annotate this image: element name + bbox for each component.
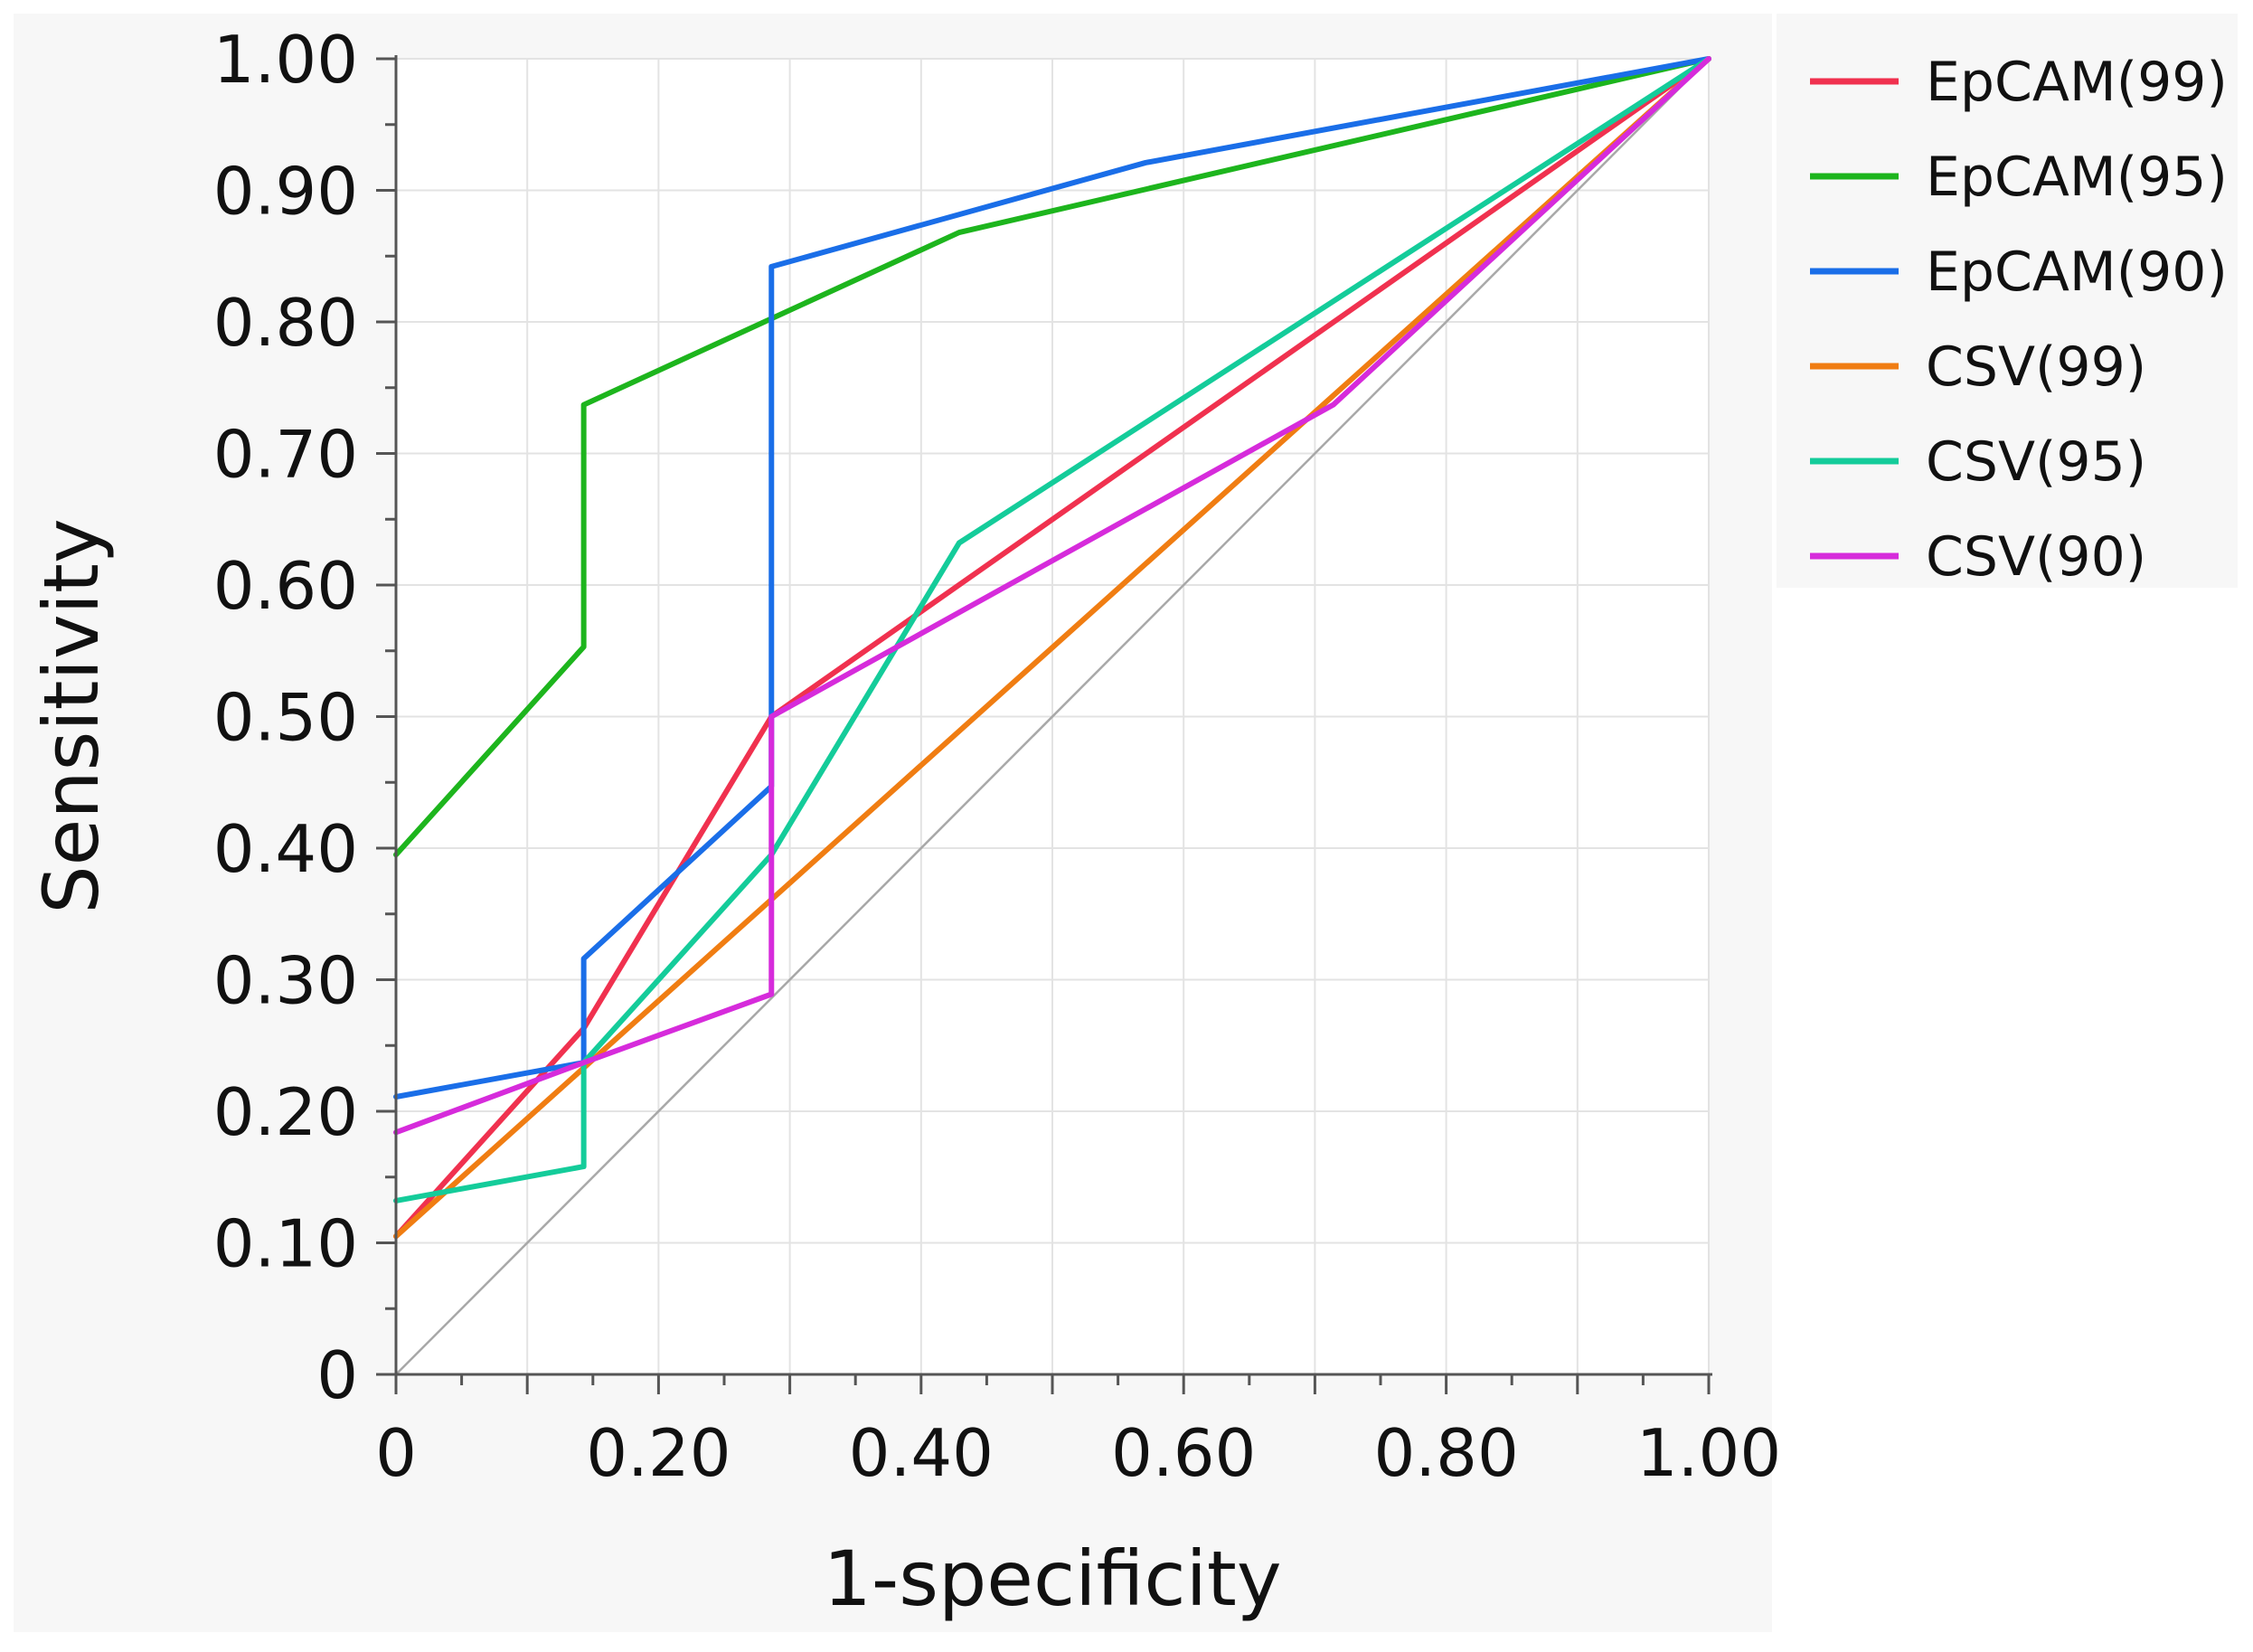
legend-label: CSV(99) xyxy=(1926,335,2146,399)
x-tick-label: 0 xyxy=(375,1415,417,1491)
series-lines xyxy=(393,56,1711,1240)
legend-panel xyxy=(1777,14,2238,588)
legend-label: CSV(90) xyxy=(1926,525,2146,589)
legend-label: CSV(95) xyxy=(1926,430,2146,494)
legend-item: EpCAM(95) xyxy=(1810,146,2228,209)
x-tick-label: 0.80 xyxy=(1373,1415,1518,1491)
y-tick-label: 0.80 xyxy=(213,285,358,361)
series-line-csv-99 xyxy=(393,56,1711,1240)
y-tick-label: 0 xyxy=(316,1337,358,1413)
x-axis-title: 1-specificity xyxy=(823,1534,1281,1623)
legend-item: EpCAM(90) xyxy=(1810,241,2228,304)
legend-item: CSV(95) xyxy=(1810,430,2146,494)
legend: EpCAM(99) EpCAM(95) EpCAM(90) CSV(99) CSV(95… xyxy=(1810,51,2228,589)
x-tick-labels: 0 0.20 0.40 0.60 0.80 1.00 xyxy=(375,1415,1781,1491)
legend-label: EpCAM(95) xyxy=(1926,146,2228,209)
series-line-epcam-95 xyxy=(393,56,1711,858)
y-tick-label: 0.40 xyxy=(213,811,358,887)
y-tick-label: 0.70 xyxy=(213,417,358,493)
y-tick-label: 0.50 xyxy=(213,680,358,756)
legend-label: EpCAM(90) xyxy=(1926,241,2228,304)
x-tick-label: 0.40 xyxy=(849,1415,994,1491)
y-tick-labels: 0 0.10 0.20 0.30 0.40 0.50 0.60 0.70 0.80 0.90 1.0… xyxy=(213,22,358,1413)
legend-item: CSV(99) xyxy=(1810,335,2146,399)
y-tick-label: 0.30 xyxy=(213,943,358,1019)
y-tick-label: 0.90 xyxy=(213,154,358,230)
legend-item: CSV(90) xyxy=(1810,525,2146,589)
y-axis-title: Sensitivity xyxy=(27,518,116,913)
x-tick-label: 0.20 xyxy=(586,1415,731,1491)
x-tick-label: 0.60 xyxy=(1111,1415,1256,1491)
y-tick-label: 0.60 xyxy=(213,548,358,624)
series-line-csv-90 xyxy=(393,56,1711,1136)
series-line-csv-95 xyxy=(393,56,1711,1204)
x-tick-label: 1.00 xyxy=(1636,1415,1781,1491)
legend-label: EpCAM(99) xyxy=(1926,51,2228,114)
y-tick-label: 0.20 xyxy=(213,1074,358,1150)
y-tick-label: 1.00 xyxy=(213,22,358,98)
axes xyxy=(376,55,1712,1394)
legend-item: EpCAM(99) xyxy=(1810,51,2228,114)
reference-diagonal xyxy=(395,58,1710,1375)
y-tick-label: 0.10 xyxy=(213,1206,358,1282)
